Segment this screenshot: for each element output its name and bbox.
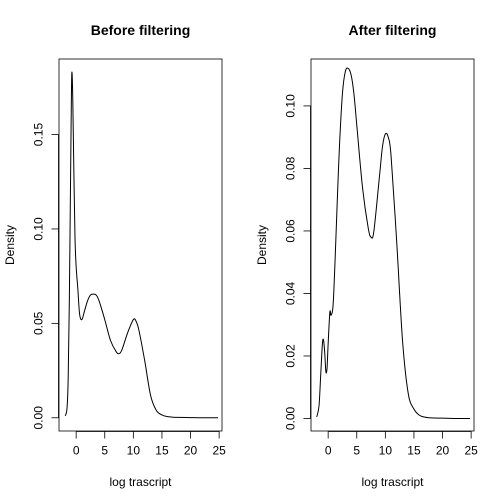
y-tick-label: 0.05: [32, 311, 46, 335]
x-tick-label: 15: [407, 444, 421, 458]
x-tick-label: 10: [379, 444, 393, 458]
x-tick-label: 15: [155, 444, 169, 458]
x-tick-label: 5: [353, 444, 360, 458]
y-tick-label: 0.10: [32, 217, 46, 241]
panel-before-filtering: Before filtering 0 5 10 15 20 25 log trascript 0…: [3, 22, 226, 489]
density-curve: [64, 71, 219, 419]
x-tick-label: 25: [464, 444, 478, 458]
chart-title: After filtering: [349, 22, 437, 38]
y-tick-label: 0.06: [284, 219, 298, 243]
y-tick-label: 0.04: [284, 281, 298, 305]
y-tick-label: 0.08: [284, 156, 298, 180]
y-tick-label: 0.00: [32, 406, 46, 430]
x-tick-label: 20: [184, 444, 198, 458]
y-tick-label: 0.10: [284, 94, 298, 118]
x-axis-label: log trascript: [361, 475, 424, 489]
y-axis-label: Density: [3, 225, 17, 265]
plot-frame: [310, 58, 475, 432]
y-tick-label: 0.15: [32, 123, 46, 147]
y-axis-label: Density: [255, 225, 269, 265]
x-tick-label: 10: [127, 444, 141, 458]
chart-title: Before filtering: [91, 22, 191, 38]
x-tick-label: 0: [73, 444, 80, 458]
x-tick-label: 20: [436, 444, 450, 458]
x-tick-label: 5: [101, 444, 108, 458]
y-tick-label: 0.02: [284, 344, 298, 368]
panel-after-filtering: After filtering 0 5 10 15 20 25 log trascript 0.…: [255, 22, 478, 489]
x-tick-label: 0: [325, 444, 332, 458]
x-axis-label: log trascript: [109, 475, 172, 489]
x-tick-label: 25: [212, 444, 226, 458]
density-curve: [316, 67, 471, 420]
plot-frame: [58, 58, 223, 432]
y-tick-label: 0.00: [284, 406, 298, 430]
